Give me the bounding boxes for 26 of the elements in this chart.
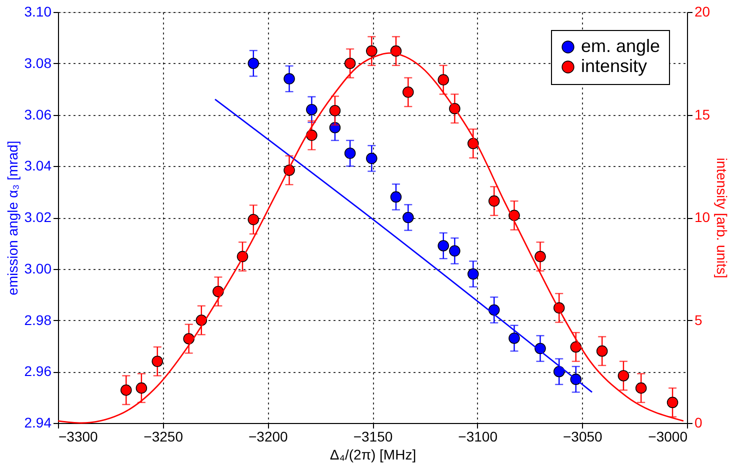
y-tick-label: 2.96	[24, 363, 52, 380]
x-tick-label: −3100	[458, 428, 498, 444]
y-tick-label: 3.10	[24, 4, 52, 20]
y-axis-title: emission angle α₃ [mrad]	[4, 140, 20, 296]
legend-label: intensity	[581, 56, 648, 76]
y-tick-label: 3.06	[24, 106, 52, 122]
x-tick-label: −3000	[648, 428, 688, 444]
y-tick-label: 2.94	[24, 414, 52, 430]
y2-tick-label: 15	[694, 106, 710, 122]
y-tick-label: 3.04	[24, 158, 52, 174]
y-tick-label: 3.08	[24, 54, 52, 71]
x-tick-label: −3250	[144, 428, 184, 444]
y-tick-label: 3.00	[24, 260, 52, 276]
y2-axis-title: intensity [arb. units]	[714, 158, 730, 278]
y-tick-label: 2.98	[24, 312, 52, 328]
x-tick-label: −3300	[58, 428, 98, 444]
x-axis-title: Δ₄/(2π) [MHz]	[330, 446, 416, 462]
y2-tick-label: 5	[694, 312, 702, 328]
legend-label: em. angle	[581, 36, 660, 56]
x-tick-label: −3050	[563, 428, 603, 444]
x-tick-label: −3150	[353, 428, 393, 444]
y2-tick-label: 0	[694, 414, 702, 430]
x-tick-label: −3200	[248, 428, 288, 444]
y2-tick-label: 10	[694, 209, 710, 225]
y-tick-label: 3.02	[24, 209, 52, 225]
y2-tick-label: 20	[694, 4, 710, 20]
